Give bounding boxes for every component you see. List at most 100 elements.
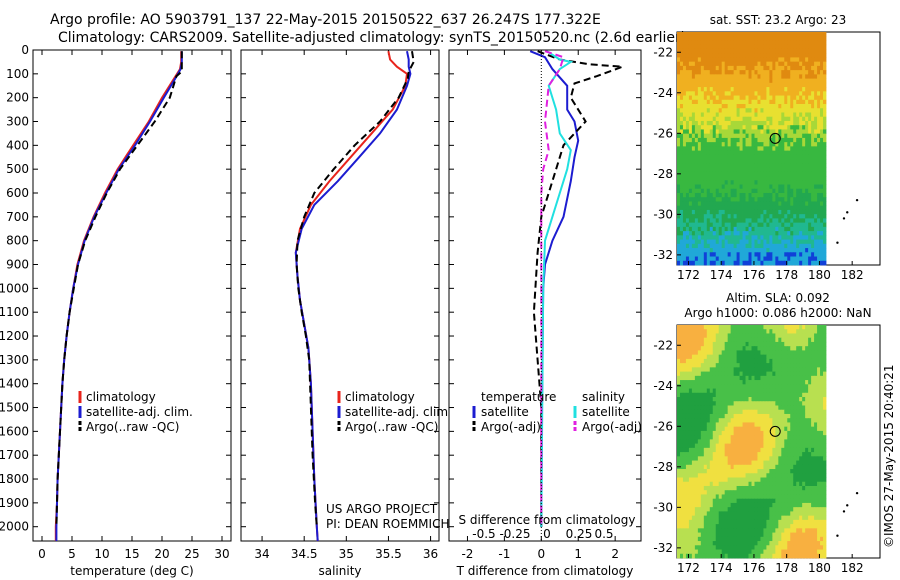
map-cell xyxy=(745,464,749,470)
map-cell xyxy=(772,363,776,368)
map-cell xyxy=(793,439,797,445)
map-cell xyxy=(691,231,696,236)
map-cell xyxy=(712,108,717,113)
map-cell xyxy=(712,443,717,449)
map-cell xyxy=(709,36,714,41)
map-cell xyxy=(733,231,737,236)
map-cell xyxy=(784,452,788,457)
map-cell xyxy=(787,456,791,461)
map-cell xyxy=(742,337,746,343)
map-cell xyxy=(751,91,755,96)
map-cell xyxy=(748,367,752,372)
map-cell xyxy=(727,452,732,457)
map-cell xyxy=(682,74,687,79)
map-cell xyxy=(733,36,737,41)
map-cell xyxy=(688,197,693,202)
map-cell xyxy=(766,477,770,483)
map-cell xyxy=(820,184,824,190)
island-marker xyxy=(842,217,846,220)
map-cell xyxy=(748,485,752,491)
map-cell xyxy=(739,350,743,356)
map-cell xyxy=(793,65,797,71)
map-cell xyxy=(724,180,729,185)
map-cell xyxy=(709,133,714,139)
map-cell xyxy=(715,333,720,339)
map-cell xyxy=(736,426,740,432)
map-cell xyxy=(724,409,729,415)
map-cell xyxy=(805,188,809,194)
map-cell xyxy=(748,99,752,105)
map-cell xyxy=(733,464,737,470)
map-cell xyxy=(721,108,726,113)
map-cell xyxy=(760,350,764,356)
map-cell xyxy=(817,367,821,372)
map-cell xyxy=(748,209,752,215)
map-cell xyxy=(730,388,735,394)
map-cell xyxy=(697,40,702,46)
map-cell xyxy=(751,150,755,156)
map-cell xyxy=(781,409,785,415)
map-cell xyxy=(748,452,752,457)
map-cell xyxy=(802,201,806,207)
map-cell xyxy=(700,397,705,402)
map-cell xyxy=(688,239,693,245)
map-cell xyxy=(724,256,729,262)
map-cell xyxy=(769,120,773,126)
map-cell xyxy=(736,104,740,109)
map-cell xyxy=(823,40,827,46)
map-cell xyxy=(790,188,794,194)
map-cell xyxy=(787,231,791,236)
map-cell xyxy=(760,371,764,377)
map-cell xyxy=(751,197,755,202)
map-cell xyxy=(754,44,758,50)
map-cell xyxy=(757,112,761,118)
map-cell xyxy=(811,354,815,360)
map-cell xyxy=(775,452,779,457)
map-cell xyxy=(748,439,752,445)
map-cell xyxy=(754,443,758,449)
map-cell xyxy=(712,481,717,487)
map-cell xyxy=(748,108,752,113)
map-cell xyxy=(820,78,824,84)
map-cell xyxy=(691,167,696,173)
map-cell xyxy=(724,333,729,339)
map-cell xyxy=(724,222,729,228)
map-cell xyxy=(784,48,788,54)
map-cell xyxy=(685,405,690,411)
map-cell xyxy=(685,184,690,190)
map-cell xyxy=(775,32,779,37)
map-cell xyxy=(739,430,743,436)
map-cell xyxy=(736,57,740,63)
map-cell xyxy=(784,167,788,173)
map-cell xyxy=(677,95,681,101)
map-cell xyxy=(754,239,758,245)
map-cell xyxy=(808,36,812,41)
map-cell xyxy=(811,235,815,240)
map-cell xyxy=(730,426,735,432)
map-cell xyxy=(781,48,785,54)
map-cell xyxy=(820,231,824,236)
map-cell xyxy=(709,154,714,160)
map-cell xyxy=(760,397,764,402)
map-cell xyxy=(769,422,773,428)
map-cell xyxy=(724,325,729,330)
map-cell xyxy=(805,367,809,372)
map-cell xyxy=(685,439,690,445)
map-cell xyxy=(694,409,699,415)
map-cell xyxy=(703,333,708,339)
map-cell xyxy=(757,163,761,168)
map-cell xyxy=(766,358,770,364)
map-cell xyxy=(688,176,693,181)
map-cell xyxy=(784,341,788,347)
map-cell xyxy=(718,358,723,364)
map-cell xyxy=(745,171,749,177)
map-cell xyxy=(712,384,717,389)
map-cell xyxy=(787,333,791,339)
map-cell xyxy=(712,248,717,253)
map-cell xyxy=(766,418,770,423)
map-cell xyxy=(763,129,767,135)
map-cell xyxy=(748,48,752,54)
map-cell xyxy=(787,209,791,215)
map-cell xyxy=(739,371,743,377)
map-cell xyxy=(677,70,681,75)
